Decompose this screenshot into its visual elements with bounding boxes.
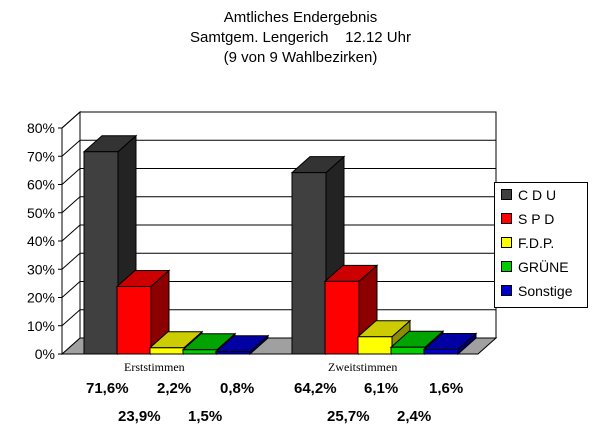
y-tick-label: 40% xyxy=(27,233,55,249)
legend-label-gruene: GRÜNE xyxy=(518,259,569,275)
legend-swatch-cdu xyxy=(501,189,512,201)
legend-label-fdp: F.D.P. xyxy=(518,235,555,251)
bar-cdu-zweitstimmen xyxy=(291,172,327,355)
bar-sonstige-zweitstimmen xyxy=(423,348,459,355)
legend-item-spd: S P D xyxy=(501,209,554,229)
bar-sonstige-erststimmen xyxy=(215,351,251,355)
value-spd-zweit: 25,7% xyxy=(327,408,370,425)
chart-title: Amtliches Endergebnis Samtgem. Lengerich… xyxy=(0,8,601,68)
legend: C D U S P D F.D.P. GRÜNE Sonstige xyxy=(494,182,588,308)
gridline xyxy=(61,139,496,157)
category-label-erststimmen: Erststimmen xyxy=(124,360,185,374)
value-sonstige-zweit: 1,6% xyxy=(429,380,464,397)
gridline xyxy=(61,168,496,185)
bar-grüne-erststimmen xyxy=(182,349,218,355)
value-spd-erst: 23,9% xyxy=(118,408,161,425)
title-line-3: (9 von 9 Wahlbezirken) xyxy=(223,49,378,66)
gridline xyxy=(61,196,496,214)
value-cdu-erst: 71,6% xyxy=(86,380,129,397)
category-label-zweitstimmen: Zweitstimmen xyxy=(328,360,398,374)
legend-swatch-spd xyxy=(501,213,512,225)
y-tick-label: 10% xyxy=(27,318,55,334)
legend-item-gruene: GRÜNE xyxy=(501,257,569,277)
bar-cdu-erststimmen xyxy=(83,151,119,355)
title-line-2: Samtgem. Lengerich 12.12 Uhr xyxy=(190,29,411,46)
legend-label-spd: S P D xyxy=(518,211,555,227)
y-tick-label: 60% xyxy=(27,177,55,193)
legend-label-sonstige: Sonstige xyxy=(518,283,573,299)
legend-swatch-gruene xyxy=(501,261,512,273)
legend-swatch-fdp xyxy=(501,237,512,249)
legend-item-fdp: F.D.P. xyxy=(501,233,554,253)
bar-grüne-zweitstimmen xyxy=(390,346,426,355)
y-tick-label: 20% xyxy=(27,290,55,306)
gridline xyxy=(61,224,496,242)
value-fdp-zweit: 6,1% xyxy=(364,380,399,397)
y-tick-label: 70% xyxy=(27,148,55,164)
value-gruene-erst: 1,5% xyxy=(188,408,223,425)
bar-spd-zweitstimmen xyxy=(324,280,360,355)
value-gruene-zweit: 2,4% xyxy=(397,408,432,425)
bar-fdp-erststimmen xyxy=(149,347,185,355)
legend-item-sonstige: Sonstige xyxy=(501,281,572,301)
bar-fdp-zweitstimmen xyxy=(357,336,393,355)
value-fdp-erst: 2,2% xyxy=(157,380,192,397)
value-cdu-zweit: 64,2% xyxy=(294,380,337,397)
bar-spd-erststimmen xyxy=(116,285,152,355)
gridline xyxy=(61,111,496,129)
legend-item-cdu: C D U xyxy=(501,185,556,205)
legend-swatch-sonstige xyxy=(501,285,512,297)
gridline xyxy=(61,252,496,270)
y-tick-label: 0% xyxy=(35,346,55,362)
value-sonstige-erst: 0,8% xyxy=(220,380,255,397)
y-tick-label: 80% xyxy=(27,120,55,136)
y-tick-label: 30% xyxy=(27,261,55,277)
legend-label-cdu: C D U xyxy=(518,187,557,203)
title-line-1: Amtliches Endergebnis xyxy=(223,9,378,26)
y-tick-label: 50% xyxy=(27,205,55,221)
